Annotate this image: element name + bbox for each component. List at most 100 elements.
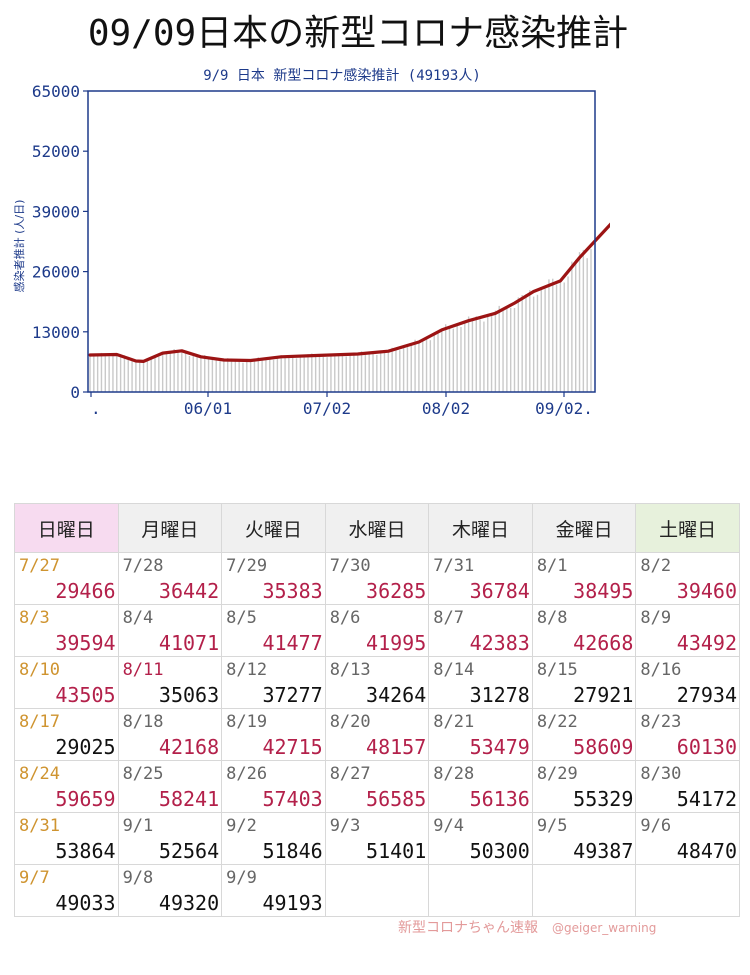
daily-bar <box>513 308 516 392</box>
day-estimate: 43492 <box>676 631 737 655</box>
daily-bar <box>161 354 164 392</box>
day-estimate: 50300 <box>469 839 530 863</box>
day-date: 8/1 <box>536 556 568 576</box>
day-date: 8/19 <box>226 712 268 732</box>
day-date: 7/31 <box>433 556 475 576</box>
calendar-day-cell: 8/3 39594 <box>14 604 119 657</box>
calendar-day-cell: 8/25 58241 <box>117 760 223 813</box>
day-estimate: 49193 <box>262 891 323 915</box>
daily-bar <box>368 353 370 392</box>
daily-bar <box>280 355 282 392</box>
calendar-day-cell: 8/2 39460 <box>635 552 740 605</box>
calendar-day-cell: 9/8 49320 <box>117 864 223 917</box>
daily-bar <box>414 339 416 392</box>
day-date: 8/9 <box>640 608 672 628</box>
daily-bar <box>326 357 328 392</box>
page-title: 09/09日本の新型コロナ感染推計 <box>87 13 629 54</box>
day-estimate: 54172 <box>676 787 737 811</box>
daily-bar <box>395 347 397 392</box>
calendar-day-cell: 9/5 49387 <box>531 812 637 865</box>
bars-layer <box>89 249 592 392</box>
daily-bar <box>379 353 382 392</box>
daily-bar <box>192 355 194 392</box>
daily-bar <box>131 359 133 392</box>
daily-bar <box>150 356 152 392</box>
day-date: 7/30 <box>329 556 371 576</box>
day-estimate: 51846 <box>262 839 323 863</box>
daily-bar <box>456 325 458 392</box>
daily-bar <box>158 356 160 392</box>
calendar-table: 日曜日 月曜日 火曜日 水曜日 木曜日 金曜日 土曜日 7/27 29466 7/28 36442… <box>14 503 740 917</box>
calendar-day-cell: 8/10 43505 <box>14 656 119 709</box>
daily-bar <box>116 355 118 392</box>
daily-bar <box>284 356 286 392</box>
day-date: 9/9 <box>226 868 257 888</box>
daily-bar <box>582 249 585 392</box>
daily-bar <box>540 288 542 392</box>
day-estimate: 60130 <box>676 735 737 759</box>
day-date: 8/4 <box>122 608 154 628</box>
daily-bar <box>525 294 527 392</box>
day-estimate: 43505 <box>55 683 116 707</box>
day-estimate: 41071 <box>158 631 220 655</box>
daily-bar <box>406 347 409 392</box>
calendar-day-cell: 9/2 51846 <box>221 812 326 865</box>
day-date: 8/6 <box>329 608 361 628</box>
daily-bar <box>112 354 114 392</box>
calendar-week-row: 9/7 49033 9/8 49320 9/9 49193 <box>14 864 740 917</box>
day-date: 8/16 <box>640 660 682 680</box>
daily-bar <box>372 352 374 392</box>
day-date: 9/5 <box>536 816 568 836</box>
daily-bar <box>353 354 355 392</box>
daily-bar <box>391 347 393 392</box>
daily-bar <box>242 362 244 392</box>
day-date: 9/4 <box>433 816 464 836</box>
day-date: 8/28 <box>433 764 475 784</box>
daily-bar <box>223 360 225 392</box>
daily-bar <box>502 310 504 392</box>
calendar-day-cell: 9/6 48470 <box>635 812 740 865</box>
daily-bar <box>487 315 489 392</box>
daily-bar <box>475 316 477 392</box>
daily-bar <box>490 314 493 392</box>
day-date: 8/7 <box>433 608 464 628</box>
calendar-day-cell: 8/6 41995 <box>324 604 430 657</box>
day-estimate: 42668 <box>573 631 634 655</box>
footer: 新型コロナちゃん速報 @geiger_warning <box>398 917 656 937</box>
daily-bar <box>441 329 443 392</box>
day-estimate: 35063 <box>158 683 220 707</box>
weekday-header: 日曜日 <box>14 503 119 553</box>
day-date: 8/14 <box>433 660 475 680</box>
calendar-day-cell: 8/14 31278 <box>428 656 533 709</box>
calendar-day-cell: 8/31 53864 <box>14 812 119 865</box>
day-estimate: 51401 <box>366 839 427 863</box>
daily-bar <box>471 318 474 392</box>
daily-bar <box>318 355 321 392</box>
day-estimate: 49033 <box>55 891 116 915</box>
daily-bar <box>536 294 539 392</box>
daily-bar <box>196 354 198 392</box>
daily-bar <box>135 362 137 392</box>
day-date: 8/23 <box>640 712 682 732</box>
daily-bar <box>276 356 279 392</box>
calendar-day-cell: 7/31 36784 <box>428 552 533 605</box>
daily-bar <box>177 350 179 392</box>
calendar-day-cell: 8/21 53479 <box>428 708 533 761</box>
daily-bar <box>207 357 210 392</box>
daily-bar <box>341 353 344 392</box>
daily-bar <box>93 353 95 392</box>
daily-bar <box>529 290 531 392</box>
calendar-day-cell: 8/8 42668 <box>531 604 637 657</box>
day-estimate: 38495 <box>573 579 634 603</box>
day-date: 8/10 <box>19 660 60 680</box>
calendar-week-row: 8/10 43505 8/11 35063 8/12 37277 8/13 34264 8/14… <box>14 656 740 709</box>
daily-bar <box>517 297 520 392</box>
daily-bar <box>200 356 202 392</box>
day-date: 8/8 <box>536 608 568 628</box>
daily-bar <box>464 320 466 392</box>
daily-bar <box>521 295 523 392</box>
daily-bar <box>399 350 401 392</box>
daily-bar <box>506 308 508 392</box>
day-estimate: 48157 <box>366 735 427 759</box>
daily-bar <box>230 359 233 392</box>
